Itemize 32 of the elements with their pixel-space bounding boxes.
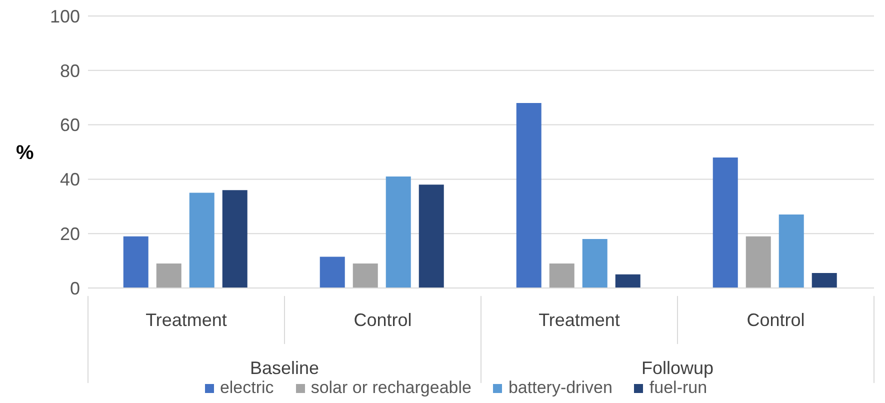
- y-tick-label: 20: [60, 224, 80, 244]
- y-tick-label: 60: [60, 115, 80, 136]
- x-tick-label: Control: [354, 310, 412, 330]
- bar: [418, 184, 444, 288]
- x-tick-label: Control: [746, 310, 805, 330]
- bar: [189, 192, 214, 288]
- legend-label: fuel-run: [648, 378, 708, 398]
- bar: [778, 214, 804, 288]
- bar: [386, 176, 411, 288]
- x-tick-label: Treatment: [146, 310, 227, 330]
- bar: [712, 157, 738, 288]
- bar: [516, 103, 542, 288]
- y-axis-title: %: [16, 142, 34, 164]
- y-tick-label: 0: [70, 278, 80, 298]
- legend-label: solar or rechargeable: [310, 378, 472, 398]
- bar: [222, 190, 248, 288]
- y-tick-label: 80: [60, 60, 80, 81]
- y-tick-label: 40: [60, 170, 80, 190]
- bar: [812, 273, 837, 288]
- x-tick-label: Treatment: [538, 310, 620, 330]
- bar: [320, 256, 345, 288]
- bar: [582, 239, 608, 288]
- legend-label: battery-driven: [507, 378, 612, 398]
- bar: [746, 236, 771, 288]
- legend-label: electric: [218, 378, 274, 398]
- bar: [352, 264, 378, 288]
- bar: [123, 236, 148, 288]
- bar: [156, 264, 182, 288]
- category-axis-divider: Control: [284, 296, 412, 344]
- bar: [615, 274, 640, 288]
- bar: [549, 264, 574, 288]
- y-tick-label: 100: [50, 6, 80, 26]
